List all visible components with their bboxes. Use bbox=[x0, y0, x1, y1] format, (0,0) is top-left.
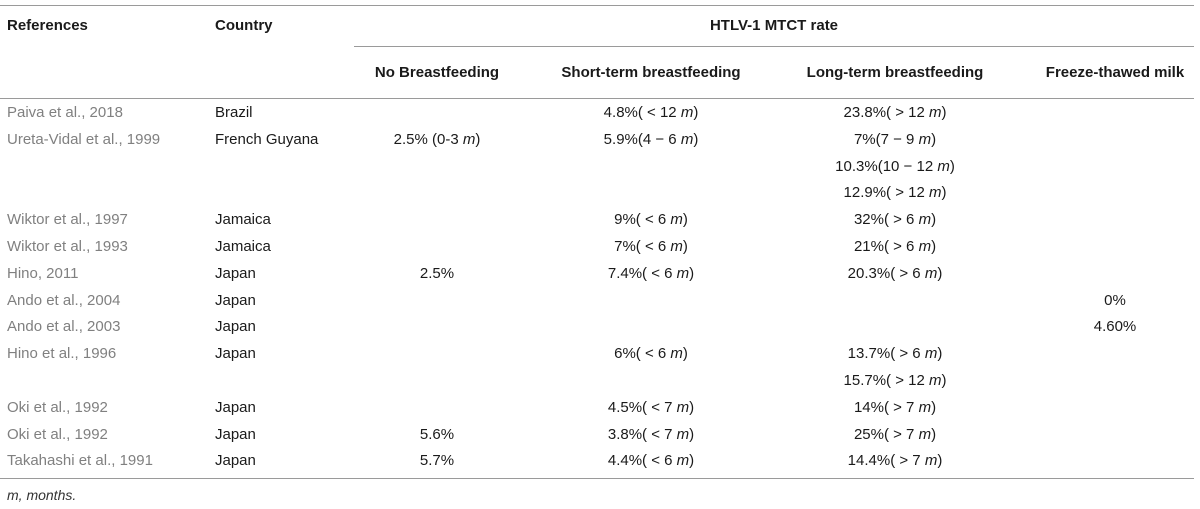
cell-short-term: 6%( < 6 m) bbox=[614, 345, 688, 362]
cell-country: Brazil bbox=[215, 104, 253, 121]
cell-reference: Ureta-Vidal et al., 1999 bbox=[7, 131, 161, 148]
cell-long-term: 23.8%( > 12 m) bbox=[843, 104, 947, 121]
cell-reference: Wiktor et al., 1997 bbox=[7, 211, 128, 228]
cell-short-term: 7%( < 6 m) bbox=[614, 238, 688, 255]
cell-country: Japan bbox=[215, 426, 256, 443]
cell-short-term: 4.4%( < 6 m) bbox=[607, 452, 695, 469]
header-htlv-mtct-rate: HTLV-1 MTCT rate bbox=[709, 17, 839, 34]
cell-reference: Paiva et al., 2018 bbox=[7, 104, 123, 121]
cell-long-term: 20.3%( > 6 m) bbox=[847, 265, 943, 282]
cell-long-term: 32%( > 6 m) bbox=[853, 211, 937, 228]
cell-long-term: 21%( > 6 m) bbox=[853, 238, 937, 255]
cell-reference: Ando et al., 2004 bbox=[7, 292, 121, 309]
cell-reference: Hino et al., 1996 bbox=[7, 345, 117, 362]
group-rule bbox=[354, 46, 1194, 47]
cell-reference: Wiktor et al., 1993 bbox=[7, 238, 128, 255]
cell-long-term: 14.4%( > 7 m) bbox=[847, 452, 943, 469]
header-long-term-breastfeeding: Long-term breastfeeding bbox=[806, 64, 984, 81]
cell-long-term: 15.7%( > 12 m) bbox=[843, 372, 947, 389]
cell-short-term: 3.8%( < 7 m) bbox=[607, 426, 695, 443]
cell-long-term: 10.3%(10 − 12 m) bbox=[835, 158, 955, 175]
top-rule bbox=[0, 5, 1194, 6]
header-country: Country bbox=[215, 17, 273, 34]
cell-no-breastfeeding: 2.5% bbox=[419, 265, 455, 282]
cell-country: Japan bbox=[215, 318, 256, 335]
cell-country: Japan bbox=[215, 265, 256, 282]
cell-long-term: 14%( > 7 m) bbox=[853, 399, 937, 416]
cell-country: Jamaica bbox=[215, 238, 271, 255]
cell-freeze-thawed: 4.60% bbox=[1093, 318, 1137, 335]
cell-country: Japan bbox=[215, 399, 256, 416]
cell-long-term: 7%(7 − 9 m) bbox=[853, 131, 937, 148]
header-short-term-breastfeeding: Short-term breastfeeding bbox=[561, 64, 741, 81]
cell-short-term: 5.9%(4 − 6 m) bbox=[603, 131, 699, 148]
cell-short-term: 4.5%( < 7 m) bbox=[607, 399, 695, 416]
header-bottom-rule bbox=[0, 98, 1194, 99]
table-bottom-rule bbox=[0, 478, 1194, 479]
cell-country: Japan bbox=[215, 452, 256, 469]
cell-country: Jamaica bbox=[215, 211, 271, 228]
header-no-breastfeeding: No Breastfeeding bbox=[374, 64, 500, 81]
cell-reference: Takahashi et al., 1991 bbox=[7, 452, 153, 469]
cell-reference: Hino, 2011 bbox=[7, 265, 79, 282]
cell-long-term: 12.9%( > 12 m) bbox=[843, 184, 947, 201]
cell-no-breastfeeding: 5.7% bbox=[419, 452, 455, 469]
cell-short-term: 9%( < 6 m) bbox=[614, 211, 688, 228]
cell-freeze-thawed: 0% bbox=[1104, 292, 1126, 309]
header-freeze-thawed-milk: Freeze-thawed milk bbox=[1045, 64, 1185, 81]
cell-reference: Oki et al., 1992 bbox=[7, 399, 108, 416]
cell-country: Japan bbox=[215, 292, 256, 309]
cell-reference: Oki et al., 1992 bbox=[7, 426, 108, 443]
cell-long-term: 13.7%( > 6 m) bbox=[847, 345, 943, 362]
cell-country: French Guyana bbox=[215, 131, 319, 148]
cell-reference: Ando et al., 2003 bbox=[7, 318, 121, 335]
cell-country: Japan bbox=[215, 345, 256, 362]
cell-short-term: 4.8%( < 12 m) bbox=[603, 104, 699, 121]
cell-no-breastfeeding: 5.6% bbox=[419, 426, 455, 443]
cell-no-breastfeeding: 2.5% (0-3 m) bbox=[393, 131, 481, 148]
table-footnote: m, months. bbox=[7, 487, 77, 503]
cell-short-term: 7.4%( < 6 m) bbox=[607, 265, 695, 282]
header-references: References bbox=[7, 17, 88, 34]
cell-long-term: 25%( > 7 m) bbox=[853, 426, 937, 443]
